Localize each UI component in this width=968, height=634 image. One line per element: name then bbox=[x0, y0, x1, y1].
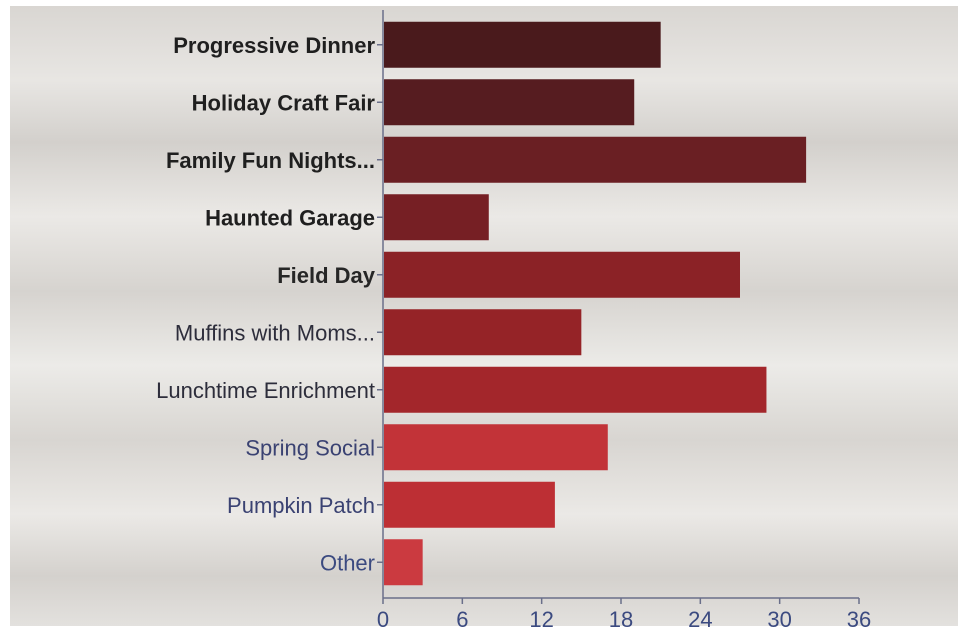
x-tick-label: 36 bbox=[847, 607, 871, 632]
category-label: Progressive Dinner bbox=[173, 33, 375, 58]
x-tick-label: 24 bbox=[688, 607, 712, 632]
bar-10 bbox=[384, 539, 423, 586]
category-label: Family Fun Nights... bbox=[166, 148, 375, 173]
category-label: Holiday Craft Fair bbox=[192, 90, 376, 115]
bar-3 bbox=[384, 136, 807, 183]
category-label: Other bbox=[320, 550, 375, 575]
category-label: Lunchtime Enrichment bbox=[156, 378, 375, 403]
bar-5 bbox=[384, 251, 740, 298]
bar-7 bbox=[384, 366, 767, 413]
x-tick-label: 12 bbox=[529, 607, 553, 632]
bar-4 bbox=[384, 194, 489, 241]
category-label: Spring Social bbox=[245, 435, 375, 460]
bar-2 bbox=[384, 79, 635, 126]
bar-8 bbox=[384, 424, 608, 471]
category-label: Muffins with Moms... bbox=[175, 320, 375, 345]
bar-9 bbox=[384, 481, 555, 528]
x-tick-label: 30 bbox=[767, 607, 791, 632]
bar-1 bbox=[384, 21, 661, 68]
x-tick-label: 6 bbox=[456, 607, 468, 632]
category-label: Haunted Garage bbox=[205, 205, 375, 230]
x-tick-label: 0 bbox=[377, 607, 389, 632]
category-label: Pumpkin Patch bbox=[227, 493, 375, 518]
bar-6 bbox=[384, 309, 582, 356]
x-tick-label: 18 bbox=[609, 607, 633, 632]
category-label: Field Day bbox=[277, 263, 376, 288]
